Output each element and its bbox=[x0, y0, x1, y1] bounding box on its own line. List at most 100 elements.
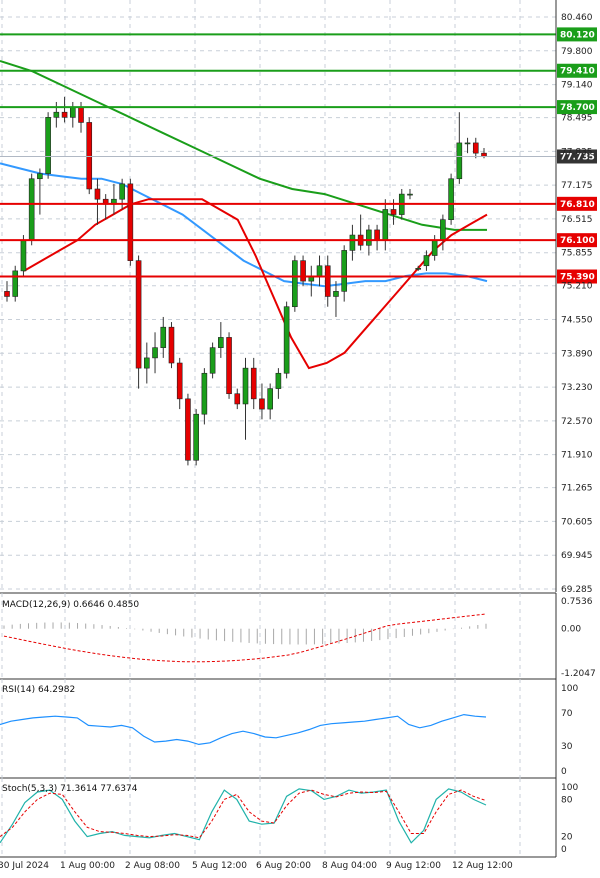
candle-body bbox=[4, 291, 10, 297]
candle-body bbox=[37, 173, 43, 180]
macd-tick-label: -1.2047 bbox=[561, 669, 596, 679]
rsi-tick-label: 30 bbox=[561, 742, 573, 752]
macd-signal-line bbox=[3, 613, 487, 663]
candle-body bbox=[349, 234, 356, 251]
rsi-tick-label: 70 bbox=[561, 709, 573, 719]
level-box bbox=[557, 63, 597, 78]
time-axis: 30 Jul 2024 1 Aug 00:00 2 Aug 08:00 5 Aug 1… bbox=[0, 861, 513, 871]
candle-body bbox=[390, 209, 397, 215]
price-tick-label: 70.605 bbox=[561, 517, 593, 527]
candle-body bbox=[366, 229, 372, 246]
macd-title: MACD(12,26,9) 0.6646 0.4850 bbox=[2, 600, 139, 610]
candle-body bbox=[135, 260, 142, 369]
time-tick-label: 1 Aug 00:00 bbox=[60, 861, 115, 871]
level-label: 78.700 bbox=[560, 103, 595, 113]
rsi-title: RSI(14) 64.2982 bbox=[2, 685, 75, 695]
price-tick-label: 69.945 bbox=[561, 551, 593, 561]
candle-body bbox=[382, 209, 389, 241]
stoch-k-line bbox=[0, 788, 487, 844]
price-tick-label: 71.910 bbox=[561, 451, 593, 461]
stoch-pane: Stoch(5,3,3) 71.3614 77.6374 100 80 20 0 bbox=[0, 778, 578, 857]
candle-body bbox=[374, 229, 380, 241]
time-tick-label: 8 Aug 04:00 bbox=[322, 861, 377, 871]
macd-tick-label: 0.7536 bbox=[561, 597, 593, 607]
time-tick-label: 2 Aug 08:00 bbox=[125, 861, 180, 871]
candle-body bbox=[209, 347, 216, 374]
level-box bbox=[557, 233, 597, 248]
candle-body bbox=[185, 398, 191, 461]
candle-body bbox=[333, 291, 339, 297]
price-pane-bg bbox=[0, 0, 556, 592]
current-price-label: 77.735 bbox=[560, 152, 595, 162]
candle-body bbox=[226, 337, 232, 395]
rsi-tick-label: 100 bbox=[561, 684, 578, 694]
candle-body bbox=[275, 372, 282, 389]
time-tick-label: 30 Jul 2024 bbox=[0, 861, 49, 871]
level-box bbox=[557, 196, 597, 211]
candles bbox=[4, 96, 487, 466]
level-label: 76.100 bbox=[560, 236, 595, 246]
level-label: 80.120 bbox=[560, 30, 595, 40]
price-tick-label: 75.855 bbox=[561, 249, 593, 259]
rsi-grid bbox=[1, 679, 521, 778]
candle-body bbox=[472, 142, 479, 154]
candle-body bbox=[448, 178, 454, 220]
candle-body bbox=[283, 306, 290, 374]
price-tick-label: 79.140 bbox=[561, 81, 593, 91]
level-label: 79.410 bbox=[560, 67, 595, 77]
candle-body bbox=[201, 372, 208, 415]
stoch-tick-label: 20 bbox=[561, 833, 573, 843]
candle-body bbox=[86, 122, 93, 190]
price-tick-label: 73.890 bbox=[561, 349, 593, 359]
price-tick-label: 69.285 bbox=[561, 585, 593, 595]
stoch-title: Stoch(5,3,3) 71.3614 77.6374 bbox=[2, 784, 138, 794]
ma-slow-line bbox=[0, 60, 487, 231]
stoch-grid bbox=[1, 778, 521, 857]
candle-body bbox=[341, 250, 347, 292]
macd-pane: MACD(12,26,9) 0.6646 0.4850 0.7536 0.00 -1… bbox=[1, 593, 596, 679]
candle-body bbox=[61, 111, 68, 118]
candle-body bbox=[193, 413, 199, 461]
candle-body bbox=[12, 270, 19, 297]
price-tick-label: 77.835 bbox=[561, 147, 593, 157]
ma-fast-line bbox=[23, 198, 488, 370]
price-tick-label: 74.550 bbox=[561, 316, 593, 326]
macd-histogram bbox=[3, 622, 487, 645]
candle-body bbox=[119, 183, 125, 200]
candle-body bbox=[234, 393, 241, 405]
candle-body bbox=[431, 239, 438, 256]
macd-tick-label: 0.00 bbox=[561, 625, 581, 635]
price-tick-label: 72.570 bbox=[561, 417, 593, 427]
candle-body bbox=[481, 152, 487, 157]
candle-body bbox=[176, 362, 183, 400]
candle-body bbox=[78, 106, 84, 123]
time-tick-label: 9 Aug 12:00 bbox=[386, 861, 441, 871]
price-tick-label: 79.800 bbox=[561, 47, 593, 57]
candle-body bbox=[45, 117, 51, 174]
candle-body bbox=[69, 106, 76, 118]
candle-body bbox=[168, 326, 175, 364]
rsi-tick-label: 0 bbox=[561, 767, 567, 777]
rsi-pane: RSI(14) 64.2982 100 70 30 0 bbox=[0, 679, 578, 778]
time-tick-label: 5 Aug 12:00 bbox=[192, 861, 247, 871]
candle-body bbox=[300, 260, 306, 282]
time-tick-label: 12 Aug 12:00 bbox=[452, 861, 513, 871]
candle-body bbox=[267, 388, 273, 410]
candle-body bbox=[407, 193, 413, 196]
candle-body bbox=[464, 142, 471, 145]
level-box bbox=[557, 269, 597, 284]
candle-body bbox=[242, 367, 249, 405]
candle-body bbox=[316, 265, 323, 277]
time-tick-label: 6 Aug 20:00 bbox=[256, 861, 311, 871]
candle-body bbox=[292, 260, 298, 308]
candle-body bbox=[324, 265, 331, 297]
level-label: 75.390 bbox=[560, 273, 595, 283]
stoch-axis-labels: 100 80 20 0 bbox=[561, 783, 578, 855]
rsi-line bbox=[0, 713, 487, 746]
stoch-tick-label: 0 bbox=[561, 845, 567, 855]
level-label: 76.810 bbox=[560, 200, 595, 210]
candle-body bbox=[218, 337, 224, 348]
candle-body bbox=[160, 326, 167, 348]
stoch-tick-label: 100 bbox=[561, 783, 578, 793]
